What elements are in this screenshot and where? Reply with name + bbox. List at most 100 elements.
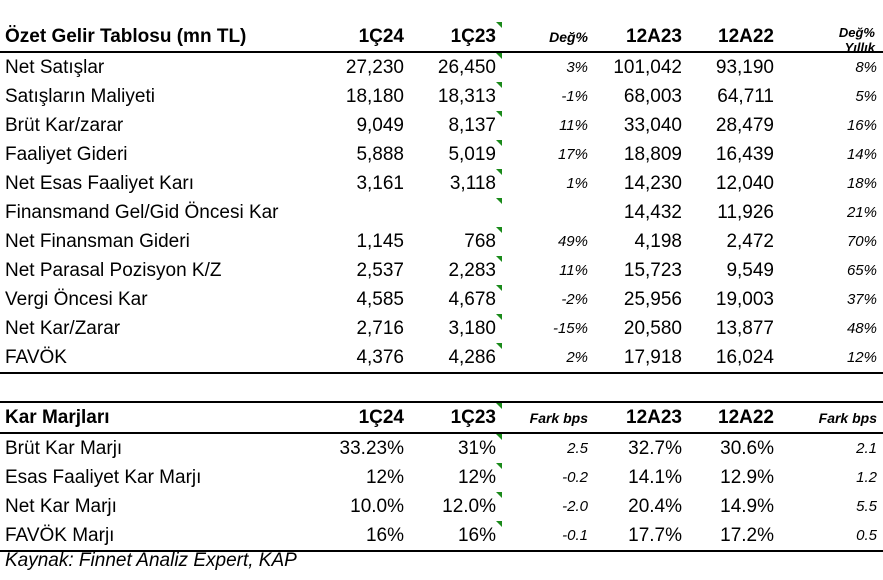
cell-value: 21% bbox=[846, 204, 877, 221]
margins-table: Kar Marjları 1Ç24 1Ç23 Fark bps 12A23 12… bbox=[0, 401, 883, 552]
cell-value: 11% bbox=[559, 262, 588, 279]
col-header-1c23: 1Ç23 bbox=[410, 401, 502, 434]
row-label: Net Satışlar bbox=[5, 56, 105, 78]
income-row: Net Finansman Gideri 1,145 768 49% 4,198 2,47… bbox=[0, 227, 883, 256]
row-label: Brüt Kar Marjı bbox=[5, 437, 123, 459]
col-header-fark-bps: Fark bps bbox=[502, 401, 594, 434]
cell-value: -1% bbox=[561, 88, 588, 105]
income-header-row: Özet Gelir Tablosu (mn TL) 1Ç24 1Ç23 Değ… bbox=[0, 22, 883, 55]
income-row: Brüt Kar/zarar 9,049 8,137 11% 33,040 28,479 1… bbox=[0, 111, 883, 140]
cell-value: 14,432 bbox=[623, 201, 682, 223]
cell-value: 768 bbox=[410, 227, 502, 256]
cell-value: 11,926 bbox=[717, 201, 774, 223]
cell-value: 2,283 bbox=[410, 256, 502, 285]
cell-value: 37% bbox=[846, 291, 877, 308]
cell-value: 13,877 bbox=[715, 317, 774, 339]
cell-value: 17.7% bbox=[594, 521, 688, 552]
col-header-12a23: 12A23 bbox=[594, 22, 688, 53]
cell-value: 2% bbox=[502, 343, 594, 374]
col-header-fark-bps-yearly: Fark bps bbox=[780, 401, 883, 434]
cell-value: 16,024 bbox=[688, 343, 780, 374]
cell-value: 18% bbox=[846, 175, 877, 192]
row-label: Faaliyet Gideri bbox=[5, 143, 128, 165]
income-row: Finansmand Gel/Gid Öncesi Kar 14,432 11,92… bbox=[0, 198, 883, 227]
cell-value: 93,190 bbox=[715, 56, 774, 78]
cell-value bbox=[502, 198, 594, 227]
row-label: Net Finansman Gideri bbox=[5, 230, 190, 252]
cell-value: 14.1% bbox=[628, 466, 682, 488]
income-row: Vergi Öncesi Kar 4,585 4,678 -2% 25,956 19,00… bbox=[0, 285, 883, 314]
income-table-title: Özet Gelir Tablosu (mn TL) bbox=[0, 22, 322, 53]
col-header-1c24: 1Ç24 bbox=[322, 401, 410, 434]
cell-value: 4,678 bbox=[410, 285, 502, 314]
cell-value: 11% bbox=[559, 117, 588, 134]
cell-value: 70% bbox=[846, 233, 877, 250]
cell-value: 2,716 bbox=[356, 317, 404, 339]
row-label: Satışların Maliyeti bbox=[5, 85, 155, 107]
cell-value: 19,003 bbox=[715, 288, 774, 310]
col-header-12a23: 12A23 bbox=[594, 401, 688, 434]
col-header-12a22: 12A22 bbox=[688, 401, 780, 434]
cell-value: -0.2 bbox=[562, 469, 588, 486]
cell-value: 17,918 bbox=[594, 343, 688, 374]
row-label: Net Parasal Pozisyon K/Z bbox=[5, 259, 222, 281]
cell-value: -0.1 bbox=[502, 521, 594, 552]
cell-value: -15% bbox=[552, 320, 588, 337]
cell-value: 48% bbox=[846, 320, 877, 337]
row-label: FAVÖK Marjı bbox=[0, 521, 322, 552]
margin-row: Brüt Kar Marjı 33.23% 31% 2.5 32.7% 30.6% 2.1 bbox=[0, 433, 883, 463]
cell-value: 20,580 bbox=[623, 317, 682, 339]
cell-value: 17% bbox=[557, 146, 588, 163]
col-header-yillik-cell: Değ% Yıllık bbox=[780, 22, 883, 55]
cell-value: 16% bbox=[410, 521, 502, 552]
cell-value: 16% bbox=[846, 117, 877, 134]
cell-value: 5% bbox=[855, 88, 877, 105]
source-note: Kaynak: Finnet Analiz Expert, KAP bbox=[5, 550, 297, 571]
cell-value: 33,040 bbox=[623, 114, 682, 136]
cell-value: 18,313 bbox=[410, 82, 502, 111]
cell-value: 4,198 bbox=[634, 230, 682, 252]
cell-value: 49% bbox=[557, 233, 588, 250]
cell-value: 28,479 bbox=[715, 114, 774, 136]
cell-value: 1% bbox=[566, 175, 588, 192]
cell-value: 12% bbox=[365, 466, 404, 488]
row-label: Esas Faaliyet Kar Marjı bbox=[5, 466, 202, 488]
cell-value: 2,472 bbox=[726, 230, 774, 252]
cell-value: 8% bbox=[855, 59, 877, 76]
cell-value bbox=[322, 198, 410, 227]
cell-value: 101,042 bbox=[613, 56, 682, 78]
cell-value: 2.5 bbox=[567, 440, 588, 457]
margin-row: Esas Faaliyet Kar Marjı 12% 12% -0.2 14.1% 12… bbox=[0, 463, 883, 492]
cell-value: 0.5 bbox=[780, 521, 883, 552]
row-label: Finansmand Gel/Gid Öncesi Kar bbox=[5, 201, 279, 223]
cell-value: 1,145 bbox=[356, 230, 404, 252]
cell-value: 12% bbox=[410, 463, 502, 492]
cell-value: -2% bbox=[561, 291, 588, 308]
cell-value: 64,711 bbox=[717, 85, 774, 107]
margin-row: FAVÖK Marjı 16% 16% -0.1 17.7% 17.2% 0.5 bbox=[0, 521, 883, 552]
cell-value: 12% bbox=[780, 343, 883, 374]
cell-value: 3,180 bbox=[410, 314, 502, 343]
cell-value: 26,450 bbox=[410, 52, 502, 82]
cell-value: 14% bbox=[846, 146, 877, 163]
cell-value: 5.5 bbox=[856, 498, 877, 515]
income-row: Net Satışlar 27,230 26,450 3% 101,042 93,190 8… bbox=[0, 52, 883, 82]
cell-value: 17.2% bbox=[688, 521, 780, 552]
cell-value: 12.9% bbox=[720, 466, 774, 488]
cell-value: 20.4% bbox=[628, 495, 682, 517]
cell-value: 18,809 bbox=[623, 143, 682, 165]
cell-value: 15,723 bbox=[623, 259, 682, 281]
cell-value: 32.7% bbox=[628, 437, 682, 459]
row-label: Net Esas Faaliyet Karı bbox=[5, 172, 195, 194]
cell-value: 30.6% bbox=[720, 437, 774, 459]
income-row: Net Esas Faaliyet Karı 3,161 3,118 1% 14,230… bbox=[0, 169, 883, 198]
cell-value: 14,230 bbox=[623, 172, 682, 194]
row-label: Vergi Öncesi Kar bbox=[5, 288, 148, 310]
cell-value: -2.0 bbox=[562, 498, 588, 515]
cell-value: 4,376 bbox=[322, 343, 410, 374]
col-header-yillik: Değ% Yıllık bbox=[838, 25, 875, 55]
cell-value: 9,049 bbox=[356, 114, 404, 136]
cell-value: 18,180 bbox=[345, 85, 404, 107]
row-label: Net Kar/Zarar bbox=[5, 317, 121, 339]
